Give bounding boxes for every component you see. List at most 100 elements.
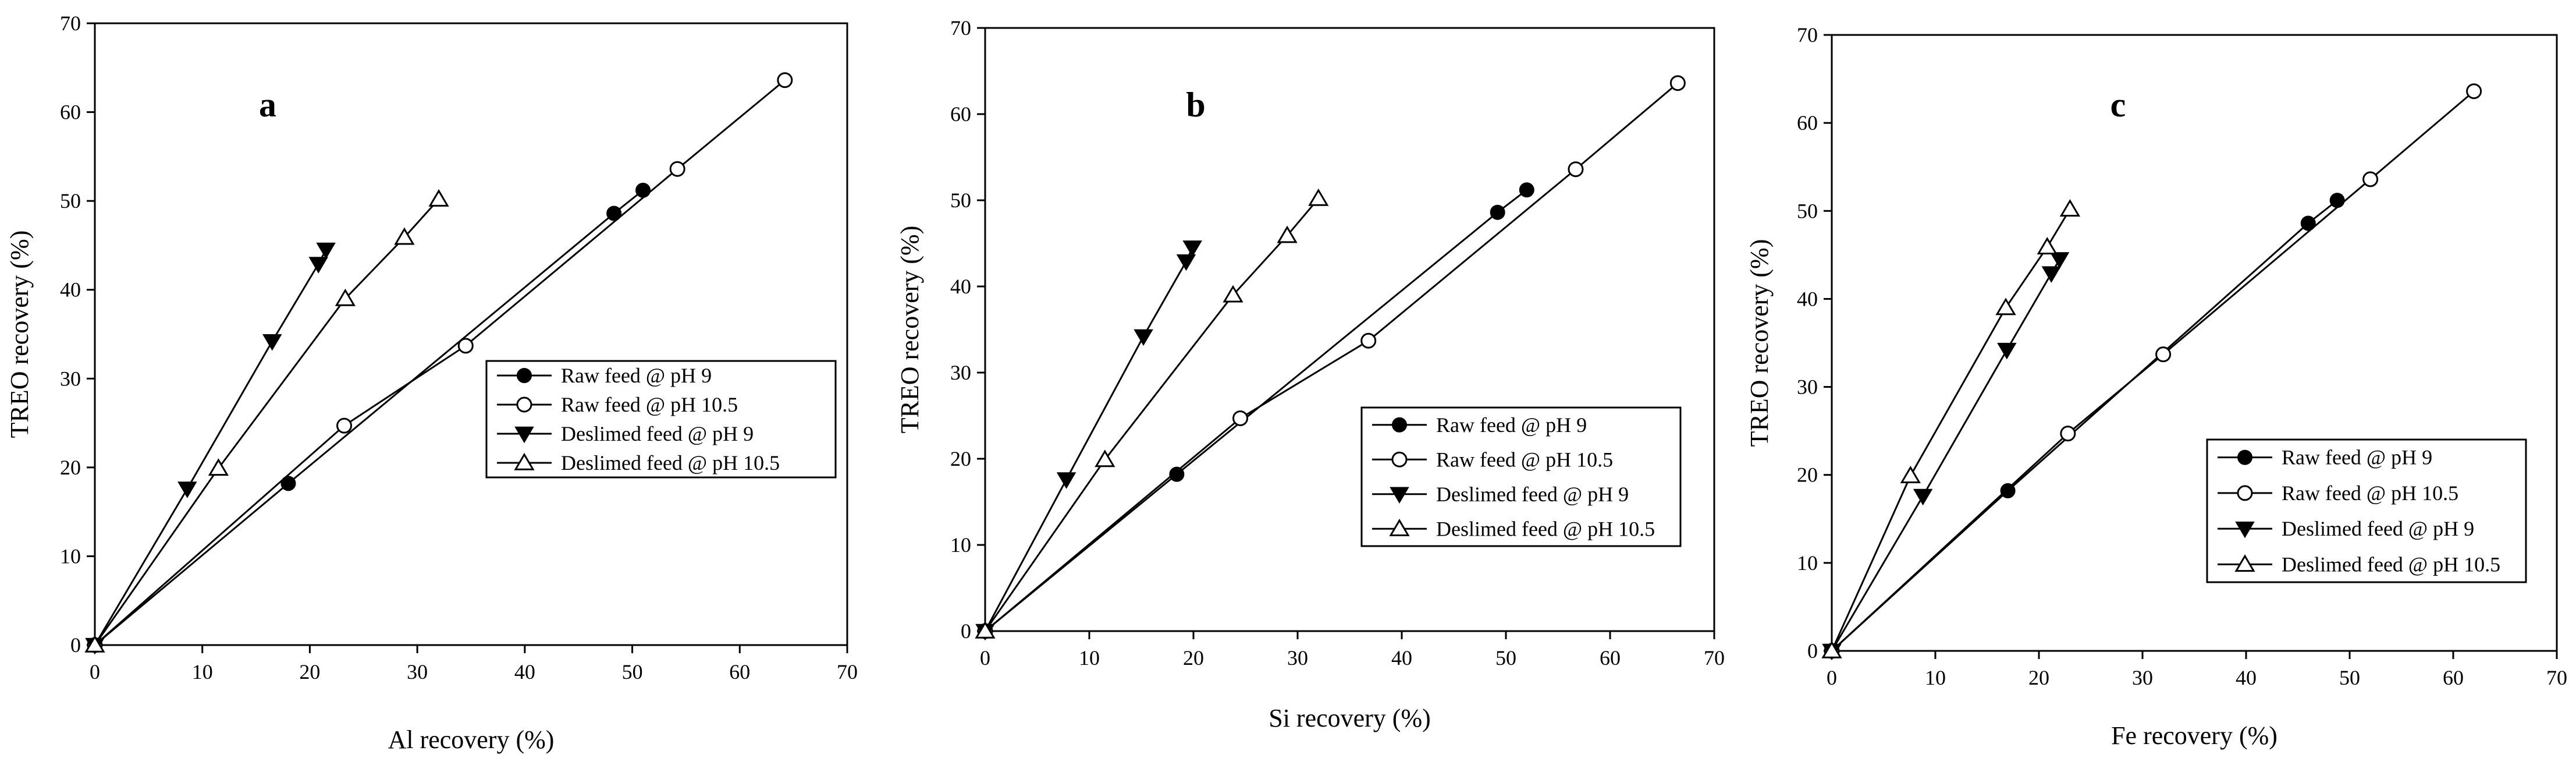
y-tick-label-a-0: 0 — [70, 633, 81, 657]
y-tick-label-a-20: 20 — [60, 456, 81, 479]
data-point-b-s4-2 — [1095, 449, 1115, 468]
legend-marker-c-1 — [2237, 449, 2252, 465]
legend-marker-a-2 — [516, 396, 532, 413]
legend-box-c — [2206, 438, 2527, 583]
y-tick-label-b-50: 50 — [950, 189, 971, 212]
x-tick-label-c-0: 0 — [1827, 666, 1837, 689]
x-tick-label-b-0: 0 — [980, 646, 990, 670]
legend-label-a-4: Deslimed feed @ pH 10.5 — [561, 451, 780, 474]
data-point-a-s4-3 — [335, 288, 356, 306]
x-axis-title-b: Si recovery (%) — [1269, 704, 1431, 732]
legend-label-a-3: Deslimed feed @ pH 9 — [561, 422, 754, 445]
x-tick-label-b-50: 50 — [1495, 646, 1516, 670]
x-tick-label-a-60: 60 — [729, 660, 750, 683]
y-tick-label-c-40: 40 — [1797, 287, 1818, 310]
y-tick-label-b-40: 40 — [950, 275, 971, 298]
series-line-b-4 — [984, 198, 1319, 632]
legend-marker-a-3 — [514, 426, 534, 444]
series-line-a-4 — [94, 199, 440, 646]
legend-label-b-1: Raw feed @ pH 9 — [1436, 413, 1587, 437]
y-tick-label-c-60: 60 — [1797, 111, 1818, 134]
x-tick-label-a-10: 10 — [192, 660, 213, 683]
data-point-b-s2-2 — [1232, 410, 1249, 426]
x-tick-label-c-40: 40 — [2236, 666, 2257, 689]
data-point-c-s3-5 — [2049, 252, 2070, 269]
data-point-b-s1-4 — [1519, 182, 1534, 198]
panel-b-chart: 0 10 20 30 40 50 60 70 0 10 20 30 40 50 60 70 Si recover… — [896, 16, 1725, 732]
series-line-c-4 — [1831, 208, 2071, 651]
legend-marker-b-1 — [1392, 417, 1407, 433]
data-point-b-s4-1 — [975, 621, 996, 639]
data-point-c-s2-4 — [2362, 171, 2379, 187]
y-tick-label-c-70: 70 — [1797, 23, 1818, 47]
x-tick-label-c-30: 30 — [2132, 666, 2153, 689]
series-line-c-1 — [1831, 199, 2338, 652]
y-tick-label-b-0: 0 — [961, 619, 971, 643]
panel-c-chart: 0 10 20 30 40 50 60 70 0 10 20 30 40 50 60 70 Fe recover… — [1745, 23, 2567, 750]
x-tick-label-c-10: 10 — [1925, 666, 1946, 689]
series-line-a-3 — [94, 249, 327, 646]
y-tick-label-c-0: 0 — [1807, 639, 1818, 663]
data-point-b-s4-5 — [1308, 188, 1329, 206]
data-point-a-s4-2 — [208, 458, 229, 476]
data-point-b-s2-3 — [1360, 332, 1377, 349]
x-tick-label-b-40: 40 — [1391, 646, 1412, 670]
legend-box-b — [1360, 406, 1682, 547]
data-point-b-s1-3 — [1490, 204, 1505, 220]
data-point-b-s1-2 — [1169, 466, 1185, 482]
legend-box-a — [485, 360, 837, 479]
legend-marker-c-4 — [2234, 554, 2255, 572]
y-axis-title-a: TREO recovery (%) — [5, 231, 34, 438]
data-point-a-s2-5 — [777, 72, 793, 88]
legend-label-b-4: Deslimed feed @ pH 10.5 — [1436, 517, 1655, 540]
legend-marker-c-3 — [2235, 521, 2255, 539]
series-line-c-3 — [1831, 258, 2060, 651]
x-axis-title-c: Fe recovery (%) — [2111, 721, 2277, 750]
data-point-a-s2-2 — [336, 417, 353, 434]
x-tick-label-c-60: 60 — [2443, 666, 2464, 689]
data-point-c-s2-3 — [2155, 346, 2172, 363]
legend-label-c-2: Raw feed @ pH 10.5 — [2282, 481, 2458, 505]
data-point-b-s4-4 — [1277, 225, 1298, 243]
x-tick-label-a-0: 0 — [90, 660, 100, 683]
data-point-b-s3-4 — [1176, 254, 1196, 271]
legend-label-c-3: Deslimed feed @ pH 9 — [2282, 517, 2474, 540]
y-tick-label-a-10: 10 — [60, 544, 81, 568]
data-point-c-s1-4 — [2329, 193, 2345, 208]
y-tick-label-b-10: 10 — [950, 533, 971, 557]
panel-a-chart: 0 10 20 30 40 50 60 70 0 10 20 30 40 50 60 70 Al recover… — [5, 12, 858, 754]
legend-label-a-2: Raw feed @ pH 10.5 — [561, 393, 738, 416]
x-tick-label-a-70: 70 — [837, 660, 858, 683]
data-point-a-s1-2 — [280, 476, 296, 491]
legend-marker-a-4 — [514, 452, 535, 470]
y-axis-title-b: TREO recovery (%) — [896, 226, 924, 434]
panel-letter-c: c — [2110, 86, 2126, 124]
data-point-a-s4-4 — [394, 227, 415, 245]
data-point-c-s4-4 — [2037, 237, 2058, 255]
y-tick-label-a-70: 70 — [60, 12, 81, 35]
data-point-b-s2-5 — [1669, 75, 1686, 91]
data-point-a-s4-1 — [84, 635, 105, 653]
x-tick-label-b-70: 70 — [1704, 646, 1725, 670]
data-point-b-s2-4 — [1568, 161, 1584, 178]
data-point-b-s3-5 — [1182, 240, 1202, 257]
legend-marker-b-2 — [1391, 451, 1408, 468]
legend-marker-b-4 — [1389, 519, 1410, 536]
data-point-b-s3-2 — [1056, 472, 1076, 489]
plot-frame-a — [94, 22, 848, 646]
y-tick-label-c-20: 20 — [1797, 463, 1818, 487]
data-point-c-s3-4 — [2041, 266, 2062, 283]
legend-label-a-1: Raw feed @ pH 9 — [561, 364, 712, 387]
data-point-a-s2-3 — [457, 338, 474, 354]
data-point-b-s3-3 — [1134, 329, 1153, 346]
x-tick-label-b-60: 60 — [1600, 646, 1621, 670]
data-point-a-s3-2 — [177, 481, 197, 498]
legend-label-b-3: Deslimed feed @ pH 9 — [1436, 483, 1629, 506]
x-tick-label-b-30: 30 — [1287, 646, 1308, 670]
x-tick-label-c-70: 70 — [2546, 666, 2567, 689]
x-tick-label-b-20: 20 — [1183, 646, 1204, 670]
y-tick-label-a-40: 40 — [60, 278, 81, 302]
y-tick-label-c-50: 50 — [1797, 199, 1818, 222]
data-point-c-s2-5 — [2466, 83, 2482, 100]
